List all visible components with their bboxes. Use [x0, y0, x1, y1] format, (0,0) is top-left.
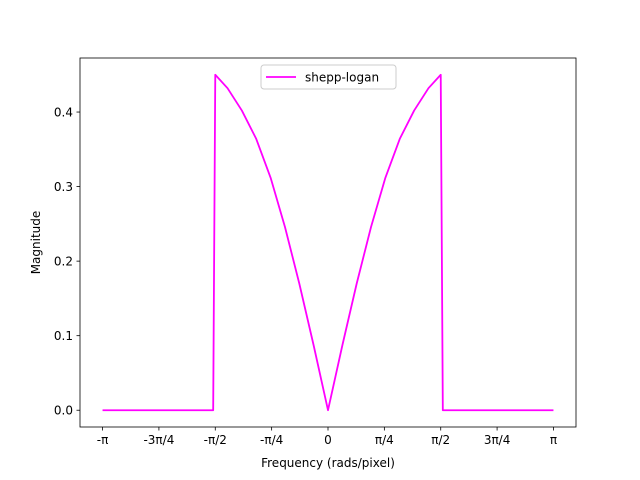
y-tick-label: 0.4: [54, 106, 73, 120]
series-line-shepp-logan: [102, 73, 554, 412]
x-tick-label: 0: [324, 433, 332, 447]
x-tick-label: -π: [97, 433, 109, 447]
y-axis-label: Magnitude: [29, 211, 43, 275]
y-tick-label: 0.0: [54, 404, 73, 418]
x-tick-label: π/2: [431, 433, 450, 447]
x-tick-label: -3π/4: [143, 433, 174, 447]
x-axis: -π -3π/4 -π/2 -π/4 0 π/4 π/2 3π/4 π: [97, 427, 557, 447]
x-tick-label: -π/4: [260, 433, 283, 447]
legend-box: [260, 64, 397, 90]
y-tick-label: 0.2: [54, 255, 73, 269]
series-layer: [102, 73, 554, 412]
y-tick-label: 0.3: [54, 180, 73, 194]
x-tick-label: π: [550, 433, 557, 447]
x-axis-label: Frequency (rads/pixel): [261, 456, 395, 470]
plot-area: [79, 57, 577, 428]
x-tick-label: π/4: [375, 433, 394, 447]
y-axis: 0.0 0.1 0.2 0.3 0.4: [54, 106, 80, 418]
x-tick-label: 3π/4: [484, 433, 511, 447]
legend-label: shepp-logan: [305, 71, 379, 85]
x-tick-label: -π/2: [204, 433, 227, 447]
y-tick-label: 0.1: [54, 329, 73, 343]
legend: shepp-logan: [260, 64, 397, 90]
